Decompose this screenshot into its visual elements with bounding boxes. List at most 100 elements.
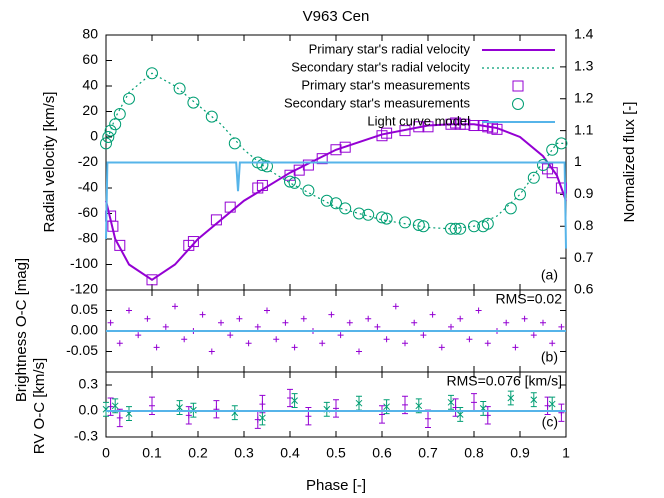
- marker: [259, 401, 266, 408]
- marker: [256, 159, 269, 172]
- marker: [104, 124, 117, 137]
- marker: [135, 332, 142, 339]
- marker: [330, 144, 342, 156]
- marker: [420, 332, 427, 339]
- series-line: [105, 161, 567, 249]
- marker: [521, 315, 528, 322]
- y-tick-label: 0: [90, 128, 98, 144]
- marker: [261, 160, 273, 173]
- marker: [199, 311, 206, 318]
- marker: [512, 80, 524, 92]
- y2-tick-label: 1.2: [574, 89, 594, 105]
- marker: [208, 348, 215, 355]
- marker: [548, 400, 556, 408]
- marker: [356, 348, 362, 355]
- marker: [284, 175, 296, 188]
- marker: [546, 167, 558, 179]
- marker: [146, 67, 158, 80]
- y-tick-label: 20: [82, 102, 98, 118]
- marker: [282, 319, 289, 326]
- y2-tick-label: 1.1: [574, 121, 594, 137]
- marker: [218, 319, 224, 326]
- marker: [113, 108, 126, 121]
- marker: [459, 118, 471, 130]
- y-tick-label: -20: [78, 153, 98, 169]
- marker: [514, 188, 526, 201]
- marker: [328, 311, 335, 318]
- y2-tick-label: 0.8: [574, 217, 594, 233]
- marker: [549, 340, 556, 347]
- marker: [302, 184, 315, 197]
- marker: [402, 340, 408, 347]
- marker: [144, 315, 151, 322]
- marker: [504, 202, 517, 215]
- y2-tick-label: 1.4: [574, 26, 594, 42]
- marker: [537, 159, 549, 172]
- x-tick-label: 0.3: [234, 445, 254, 461]
- panel-label: (a): [541, 267, 558, 283]
- marker: [256, 179, 268, 191]
- marker: [471, 399, 477, 406]
- y-axis-label: Brightness O-C [mag]: [13, 258, 30, 402]
- marker: [468, 120, 480, 132]
- marker: [438, 344, 445, 351]
- marker: [181, 336, 188, 343]
- marker: [337, 332, 344, 339]
- marker: [355, 399, 363, 407]
- marker: [383, 403, 390, 411]
- marker: [422, 121, 434, 133]
- marker: [245, 340, 252, 347]
- marker: [379, 411, 385, 418]
- legend-label: Primary star's measurements: [301, 77, 470, 92]
- marker: [374, 323, 381, 330]
- x-tick-label: 0.1: [142, 445, 162, 461]
- marker: [319, 340, 326, 347]
- marker: [153, 344, 160, 351]
- marker: [429, 311, 436, 318]
- marker: [288, 176, 301, 189]
- marker: [540, 319, 546, 326]
- y2-tick-label: 0.9: [574, 185, 594, 201]
- marker: [205, 110, 218, 123]
- marker: [172, 303, 178, 310]
- marker: [254, 323, 261, 330]
- y2-tick-label: 1.3: [574, 58, 594, 74]
- marker: [146, 274, 158, 286]
- y-tick-label: -80: [78, 230, 98, 246]
- x-axis-label: Phase [-]: [306, 477, 366, 494]
- marker: [449, 222, 462, 235]
- marker: [210, 214, 222, 226]
- marker: [448, 323, 454, 330]
- x-tick-label: 0.9: [510, 445, 530, 461]
- marker: [412, 218, 425, 231]
- marker: [558, 323, 565, 330]
- marker: [383, 336, 390, 343]
- marker: [481, 217, 494, 230]
- marker: [185, 412, 192, 419]
- legend-label: Light curve model: [367, 113, 470, 128]
- series-line: [105, 72, 566, 230]
- y-tick-label: -60: [78, 204, 98, 220]
- y2-axis-label: Normalized flux [-]: [621, 102, 638, 223]
- marker: [353, 207, 365, 220]
- marker: [555, 137, 568, 150]
- marker: [259, 414, 266, 422]
- y-tick-label: 0.3: [79, 376, 99, 392]
- marker: [457, 315, 464, 322]
- marker: [413, 121, 425, 133]
- y-tick-label: 60: [82, 51, 98, 67]
- marker: [512, 344, 519, 351]
- y-tick-label: -0.05: [66, 342, 98, 358]
- marker: [107, 220, 119, 232]
- y-tick-label: -0.3: [74, 428, 98, 444]
- y-axis-label: RV O-C [km/s]: [31, 358, 48, 454]
- x-tick-label: 0: [102, 445, 110, 461]
- marker: [187, 96, 200, 109]
- marker: [339, 202, 352, 215]
- marker: [475, 307, 482, 314]
- marker: [399, 216, 411, 229]
- marker: [484, 340, 491, 347]
- marker: [102, 131, 115, 143]
